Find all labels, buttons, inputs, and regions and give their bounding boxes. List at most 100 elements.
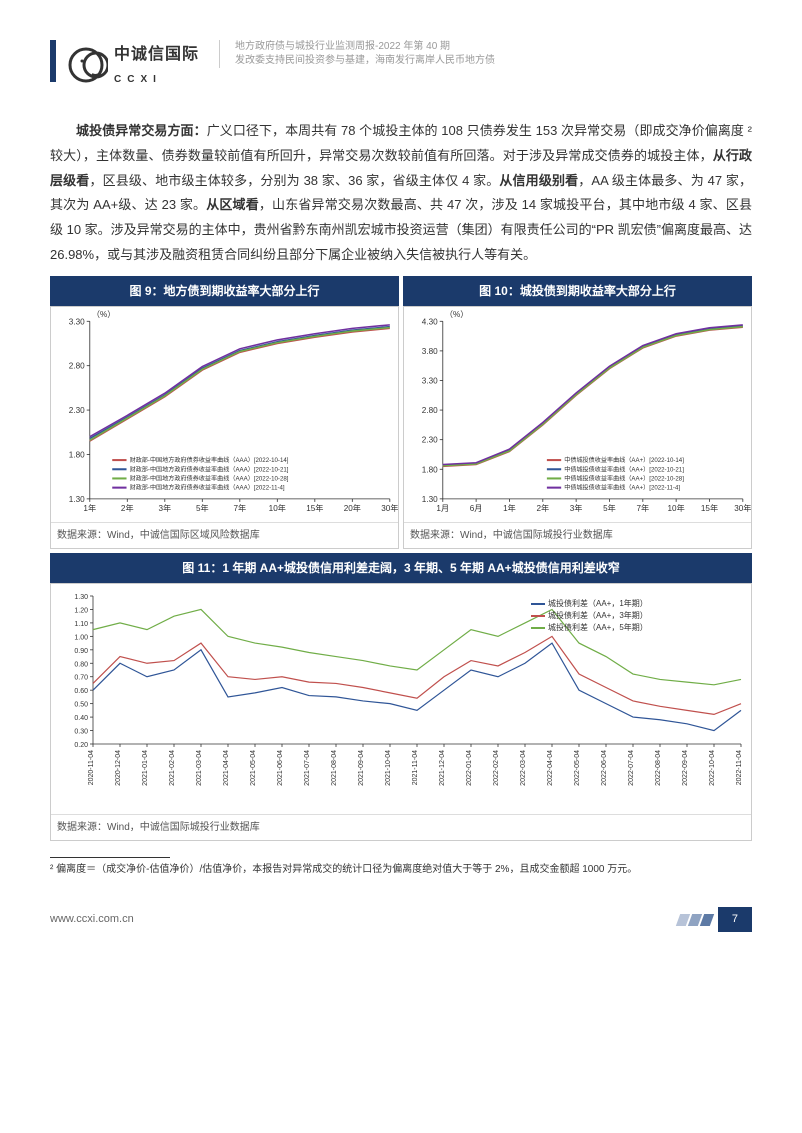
svg-text:2021-09-04: 2021-09-04	[358, 750, 365, 786]
svg-text:2022-05-04: 2022-05-04	[574, 750, 581, 786]
header-subtitle: 地方政府债与城投行业监测周报-2022 年第 40 期 发改委支持民间投资参与基…	[219, 40, 495, 68]
svg-text:2021-08-04: 2021-08-04	[331, 750, 338, 786]
chart-9-box: 1.301.802.302.803.30（%）1年2年3年5年7年10年15年2…	[50, 306, 399, 548]
svg-text:1.00: 1.00	[74, 635, 88, 642]
svg-text:2021-06-04: 2021-06-04	[277, 750, 284, 786]
chart-10-col: 图 10：城投债到期收益率大部分上行 1.30 1.80 2.30 2.80 3.30 3…	[403, 276, 752, 549]
svg-text:3年: 3年	[570, 503, 583, 513]
svg-text:10年: 10年	[269, 503, 286, 513]
svg-text:1.80: 1.80	[422, 466, 438, 475]
svg-text:（%）: （%）	[92, 311, 116, 320]
svg-text:2022-07-04: 2022-07-04	[628, 750, 635, 786]
svg-text:城投债利差（AA+，3年期）: 城投债利差（AA+，3年期）	[548, 610, 648, 620]
svg-text:1年: 1年	[83, 503, 96, 513]
chart-11-source: 数据来源：Wind，中诚信国际城投行业数据库	[51, 814, 751, 840]
chart-11-wrap: 图 11：1 年期 AA+城投债信用利差走阔，3 年期、5 年期 AA+城投债信…	[50, 553, 752, 842]
svg-text:2021-11-04: 2021-11-04	[412, 750, 419, 785]
footer-url: www.ccxi.com.cn	[50, 909, 134, 930]
svg-text:3年: 3年	[158, 503, 171, 513]
svg-text:2.30: 2.30	[69, 406, 85, 415]
svg-text:城投债利差（AA+，1年期）: 城投债利差（AA+，1年期）	[548, 598, 648, 608]
svg-text:0.40: 0.40	[74, 716, 88, 723]
svg-text:1.30: 1.30	[74, 594, 88, 601]
svg-text:2021-03-04: 2021-03-04	[196, 750, 203, 786]
svg-text:城投债利差（AA+，5年期）: 城投债利差（AA+，5年期）	[548, 622, 648, 632]
svg-text:2022-03-04: 2022-03-04	[520, 750, 527, 786]
chart-11-box: 0.200.300.400.500.600.700.800.901.001.10…	[50, 583, 752, 841]
svg-text:2年: 2年	[536, 503, 549, 513]
chart-9-title: 图 9：地方债到期收益率大部分上行	[50, 276, 399, 307]
chart-11-title: 图 11：1 年期 AA+城投债信用利差走阔，3 年期、5 年期 AA+城投债信…	[50, 553, 752, 584]
svg-text:0.60: 0.60	[74, 689, 88, 696]
svg-text:7年: 7年	[233, 503, 246, 513]
logo-text-en: CCXI	[114, 70, 199, 89]
page-footer: www.ccxi.com.cn 7	[50, 907, 752, 932]
chart-10-box: 1.301.802.302.803.303.804.30（%）1月6月1年2年3…	[403, 306, 752, 548]
svg-text:中债城投债收益率曲线（AA+）[2022-10-14]: 中债城投债收益率曲线（AA+）[2022-10-14]	[564, 456, 684, 464]
footnote-rule	[50, 857, 170, 858]
svg-text:2022-02-04: 2022-02-04	[493, 750, 500, 786]
svg-text:2022-09-04: 2022-09-04	[682, 750, 689, 786]
svg-text:0.50: 0.50	[74, 702, 88, 709]
svg-text:2020-12-04: 2020-12-04	[115, 750, 122, 786]
svg-text:中债城投债收益率曲线（AA+）[2022-10-21]: 中债城投债收益率曲线（AA+）[2022-10-21]	[564, 466, 684, 474]
svg-text:2021-01-04: 2021-01-04	[142, 750, 149, 786]
chart-10-svg: 1.301.802.302.803.303.804.30（%）1月6月1年2年3…	[404, 307, 751, 521]
main-paragraph: 城投债异常交易方面：广义口径下，本周共有 78 个城投主体的 108 只债券发生…	[50, 119, 752, 267]
svg-text:4.30: 4.30	[422, 318, 438, 327]
svg-text:2021-04-04: 2021-04-04	[223, 750, 230, 786]
svg-text:财政部-中国地方政府债券收益率曲线（AAA）[2022-10: 财政部-中国地方政府债券收益率曲线（AAA）[2022-10-21]	[130, 466, 289, 474]
svg-text:1.80: 1.80	[69, 451, 85, 460]
svg-text:财政部-中国地方政府债券收益率曲线（AAA）[2022-10: 财政部-中国地方政府债券收益率曲线（AAA）[2022-10-28]	[130, 475, 289, 483]
page-header: 中诚信国际 CCXI 地方政府债与城投行业监测周报-2022 年第 40 期 发…	[50, 40, 752, 89]
svg-text:0.70: 0.70	[74, 675, 88, 682]
svg-text:1.10: 1.10	[74, 621, 88, 628]
svg-text:2021-12-04: 2021-12-04	[439, 750, 446, 786]
svg-text:0.90: 0.90	[74, 648, 88, 655]
svg-text:（%）: （%）	[445, 311, 469, 320]
svg-text:5年: 5年	[196, 503, 209, 513]
chart-10-source: 数据来源：Wind，中诚信国际城投行业数据库	[404, 522, 751, 548]
svg-text:2022-10-04: 2022-10-04	[709, 750, 716, 786]
svg-text:10年: 10年	[668, 503, 685, 513]
svg-text:2年: 2年	[121, 503, 134, 513]
chart-9-col: 图 9：地方债到期收益率大部分上行 1.301.802.302.803.30（%…	[50, 276, 399, 549]
svg-text:1.30: 1.30	[422, 495, 438, 504]
svg-text:2022-06-04: 2022-06-04	[601, 750, 608, 786]
svg-text:2021-10-04: 2021-10-04	[385, 750, 392, 786]
svg-text:2022-01-04: 2022-01-04	[466, 750, 473, 786]
svg-text:2.30: 2.30	[422, 436, 438, 445]
chart-9-source: 数据来源：Wind，中诚信国际区域风险数据库	[51, 522, 398, 548]
svg-text:7年: 7年	[636, 503, 649, 513]
svg-text:3.30: 3.30	[69, 318, 85, 327]
logo-text-zh: 中诚信国际	[114, 40, 199, 70]
svg-text:5年: 5年	[603, 503, 616, 513]
svg-text:30年: 30年	[381, 503, 398, 513]
svg-text:15年: 15年	[701, 503, 718, 513]
svg-text:财政部-中国地方政府债券收益率曲线（AAA）[2022-11: 财政部-中国地方政府债券收益率曲线（AAA）[2022-11-4]	[130, 484, 285, 492]
logo-block: 中诚信国际 CCXI	[66, 40, 199, 89]
chart-10-title: 图 10：城投债到期收益率大部分上行	[403, 276, 752, 307]
chart-11-svg: 0.200.300.400.500.600.700.800.901.001.10…	[51, 584, 751, 814]
svg-text:2022-04-04: 2022-04-04	[547, 750, 554, 786]
svg-text:1年: 1年	[503, 503, 516, 513]
svg-text:2.80: 2.80	[422, 406, 438, 415]
header-accent-bar	[50, 40, 56, 82]
ccxi-logo-icon	[66, 44, 108, 86]
header-line-1: 地方政府债与城投行业监测周报-2022 年第 40 期	[235, 40, 495, 54]
chart-row-9-10: 图 9：地方债到期收益率大部分上行 1.30 1.80 2.30 2.80 3.30 （%…	[50, 276, 752, 549]
svg-text:6月: 6月	[470, 504, 483, 513]
chart-9-svg: 1.301.802.302.803.30（%）1年2年3年5年7年10年15年2…	[51, 307, 398, 521]
svg-text:0.30: 0.30	[74, 729, 88, 736]
svg-text:2021-05-04: 2021-05-04	[250, 750, 257, 786]
svg-text:0.20: 0.20	[74, 742, 88, 749]
svg-text:2020-11-04: 2020-11-04	[88, 750, 95, 785]
svg-text:20年: 20年	[344, 503, 361, 513]
header-line-2: 发改委支持民间投资参与基建，海南发行离岸人民币地方债	[235, 54, 495, 68]
svg-text:2022-08-04: 2022-08-04	[655, 750, 662, 786]
svg-text:3.80: 3.80	[422, 347, 438, 356]
svg-text:1.30: 1.30	[69, 495, 85, 504]
svg-text:30年: 30年	[734, 503, 751, 513]
svg-text:3.30: 3.30	[422, 377, 438, 386]
footer-page-number: 7	[718, 907, 752, 932]
